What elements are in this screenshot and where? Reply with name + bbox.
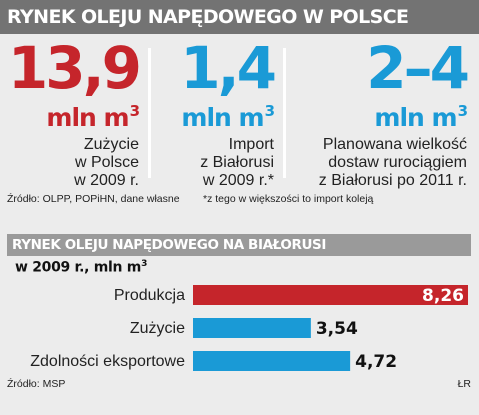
- value-label: 3,54: [316, 319, 358, 339]
- page-title: RYNEK OLEJU NAPĘDOWEGO W POLSCE: [0, 0, 479, 34]
- stat-desc-line: Import: [228, 136, 274, 153]
- divider: [148, 48, 151, 178]
- stats-panel: [0, 34, 479, 216]
- value-label: 8,26: [422, 286, 464, 306]
- stat-unit: mln m3: [46, 102, 140, 132]
- stat-desc-line: z Białorusi po 2011 r.: [318, 172, 467, 189]
- stat-desc-line: Zużycie: [83, 136, 139, 153]
- author-credit: ŁR: [457, 378, 471, 390]
- stat-desc-line: dostaw rurociągiem: [328, 154, 467, 171]
- chart-subtitle: w 2009 r., mln m3: [15, 259, 148, 276]
- bar: [193, 318, 311, 338]
- stat-consumption: 13,9 mln m3 Zużycie w Polsce w 2009 r.: [7, 34, 142, 190]
- footnote: *z tego w większości to import koleją: [203, 193, 374, 205]
- category-label: Zdolności eksportowe: [30, 353, 185, 370]
- divider: [283, 48, 286, 178]
- stat-value: 1,4: [180, 34, 277, 102]
- stat-planned: 2–4 mln m3 Planowana wielkość dostaw rur…: [318, 34, 470, 190]
- stat-value: 13,9: [7, 34, 142, 102]
- stat-desc-line: w 2009 r.: [74, 172, 139, 189]
- bar: [193, 351, 351, 371]
- stat-import: 1,4 mln m3 Import z Białorusi w 2009 r.*: [180, 34, 277, 190]
- source-note: Źródło: MSP: [7, 378, 66, 390]
- category-label: Zużycie: [130, 320, 185, 337]
- stat-desc-line: Planowana wielkość: [322, 136, 467, 153]
- stat-desc-line: w Polsce: [74, 154, 139, 171]
- category-label: Produkcja: [114, 287, 185, 304]
- stat-unit: mln m3: [181, 102, 275, 132]
- value-label: 4,72: [355, 352, 397, 372]
- source-note: Źródło: OLPP, POPiHN, dane własne: [7, 193, 180, 205]
- stat-unit: mln m3: [374, 102, 468, 132]
- bar: [193, 285, 468, 305]
- stat-desc-line: z Białorusi: [200, 154, 274, 171]
- chart-title: RYNEK OLEJU NAPĘDOWEGO NA BIAŁORUSI: [7, 234, 471, 256]
- stat-desc-line: w 2009 r.*: [202, 172, 274, 189]
- stat-value: 2–4: [366, 34, 470, 102]
